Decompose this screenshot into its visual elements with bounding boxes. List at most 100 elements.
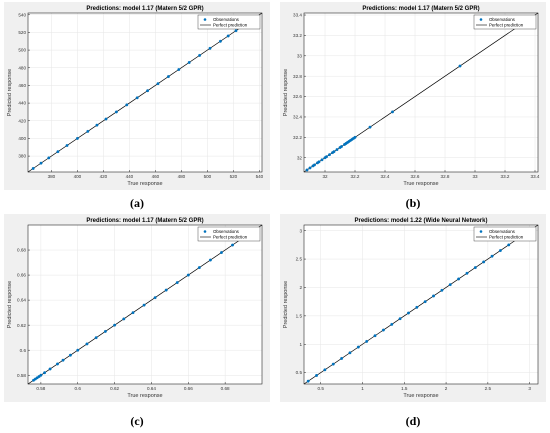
y-tick-label: 540 [18,12,26,17]
y-tick-label: 440 [18,101,26,106]
y-tick-label: 32 [297,155,303,160]
observation-point [146,89,150,93]
observation-point [332,150,336,154]
y-tick-label: 460 [18,83,26,88]
observation-point [365,339,369,343]
y-axis-label: Predicted response [7,281,13,328]
observation-point [305,168,309,172]
y-axis-label: Predicted response [7,69,13,116]
legend-box [197,14,261,30]
x-axis-label: True response [127,393,162,399]
observation-point [340,356,344,360]
legend-perfect-label: Perfect prediction [213,23,248,28]
observation-point [85,342,89,346]
observation-point [458,64,462,68]
observation-point [315,374,318,377]
x-tick-label: 0.6 [75,386,82,391]
observation-point [356,345,360,349]
legend-perfect-label: Perfect prediction [213,235,248,240]
y-tick-label: 1 [299,342,302,347]
y-tick-label: 0.6 [20,348,27,353]
caption-d: (d) [405,414,421,428]
panel-d: 0.5 1 1.5 2 2.5 3 0.5 1 1.5 2 2.5 3 Predictions: mod… [280,214,546,402]
x-tick-label: 0.58 [36,386,45,391]
observation-point [166,75,170,79]
observation-point [317,160,321,164]
observation-point [86,129,90,133]
y-tick-label: 0.64 [17,298,26,303]
x-tick-label: 32.4 [381,174,390,179]
axes-box [303,12,539,173]
observation-point [335,148,339,152]
y-tick-label: 420 [18,118,26,123]
legend-observations-marker [479,230,483,233]
observation-point [208,46,212,50]
y-tick-label: 32.8 [293,74,302,79]
observation-point [65,144,69,147]
chart-a: 380 400 420 440 460 480 500 520 540 380 400 420 440 4… [7,6,264,187]
observation-point [104,117,108,121]
x-tick-label: 1.5 [401,386,408,391]
observation-point [482,260,486,264]
y-tick-label: 33.2 [293,33,302,38]
y-tick-label: 0.62 [17,323,26,328]
observation-point [122,317,126,321]
observation-point [432,294,435,298]
x-axis-label: True response [403,393,438,399]
panel-b: 32 32.2 32.4 32.6 32.8 33 33.2 33.4 32 32.2 32.4 32… [280,2,546,190]
y-tick-label: 3 [299,228,302,233]
observation-point [75,136,79,140]
y-tick-label: 0.58 [17,373,26,378]
observation-point [153,296,157,300]
observation-point [407,311,410,315]
legend-perfect-label: Perfect prediction [489,235,524,240]
x-tick-label: 460 [152,174,160,179]
x-axis-label: True response [403,181,438,187]
panel-a: 380 400 420 440 460 480 500 520 540 380 400 420 440 4… [4,2,270,190]
y-tick-label: 32.4 [293,115,302,120]
observation-point [507,243,511,247]
caption-b: (b) [405,196,421,210]
observation-point [68,353,72,357]
observation-point [398,317,402,321]
observation-point [423,300,427,304]
chart-title: Predictions: model 1.22 (Wide Neural Net… [355,218,488,224]
axes-box [303,224,539,385]
x-tick-label: 32 [322,174,328,179]
x-tick-label: 33.4 [531,174,540,179]
x-tick-label: 32.8 [441,174,450,179]
y-tick-label: 400 [18,136,26,141]
chart-title: Predictions: model 1.17 (Matern 5/2 GPR) [86,6,203,12]
legend-observations-label: Observations [213,229,240,234]
observation-point [125,103,129,107]
caption-c: (c) [130,414,144,428]
y-tick-label: 2.5 [296,257,303,262]
chart-title: Predictions: model 1.17 (Matern 5/2 GPR) [362,6,479,12]
observation-point [390,322,394,326]
legend-perfect-label: Perfect prediction [489,23,524,28]
perfect-prediction-line [303,12,539,173]
observation-point [56,362,59,366]
chart-d: 0.5 1 1.5 2 2.5 3 0.5 1 1.5 2 2.5 3 Predictions: mod… [283,218,539,399]
y-tick-label: 500 [18,48,26,53]
observation-point [381,328,385,332]
observation-point [313,163,316,167]
panel-c: 0.58 0.6 0.62 0.64 0.66 0.68 0.58 0.6 0.62 0.64 0.… [4,214,270,402]
y-tick-label: 2 [299,285,302,290]
chart-c: 0.58 0.6 0.62 0.64 0.66 0.68 0.58 0.6 0.62 0.64 0.… [7,218,263,399]
observation-point [114,110,118,114]
x-axis-label: True response [127,181,162,187]
observation-point [368,125,372,129]
perfect-prediction-line [303,224,539,385]
observation-point [490,254,494,258]
y-tick-label: 380 [18,154,26,159]
axes-box [27,12,263,173]
legend-box [197,226,261,242]
observation-point [208,258,212,262]
x-tick-label: 32.6 [411,174,420,179]
x-tick-label: 400 [74,174,82,179]
observation-point [348,351,352,355]
observation-point [306,379,310,383]
observation-point [39,373,43,377]
legend-observations-marker [203,18,207,21]
